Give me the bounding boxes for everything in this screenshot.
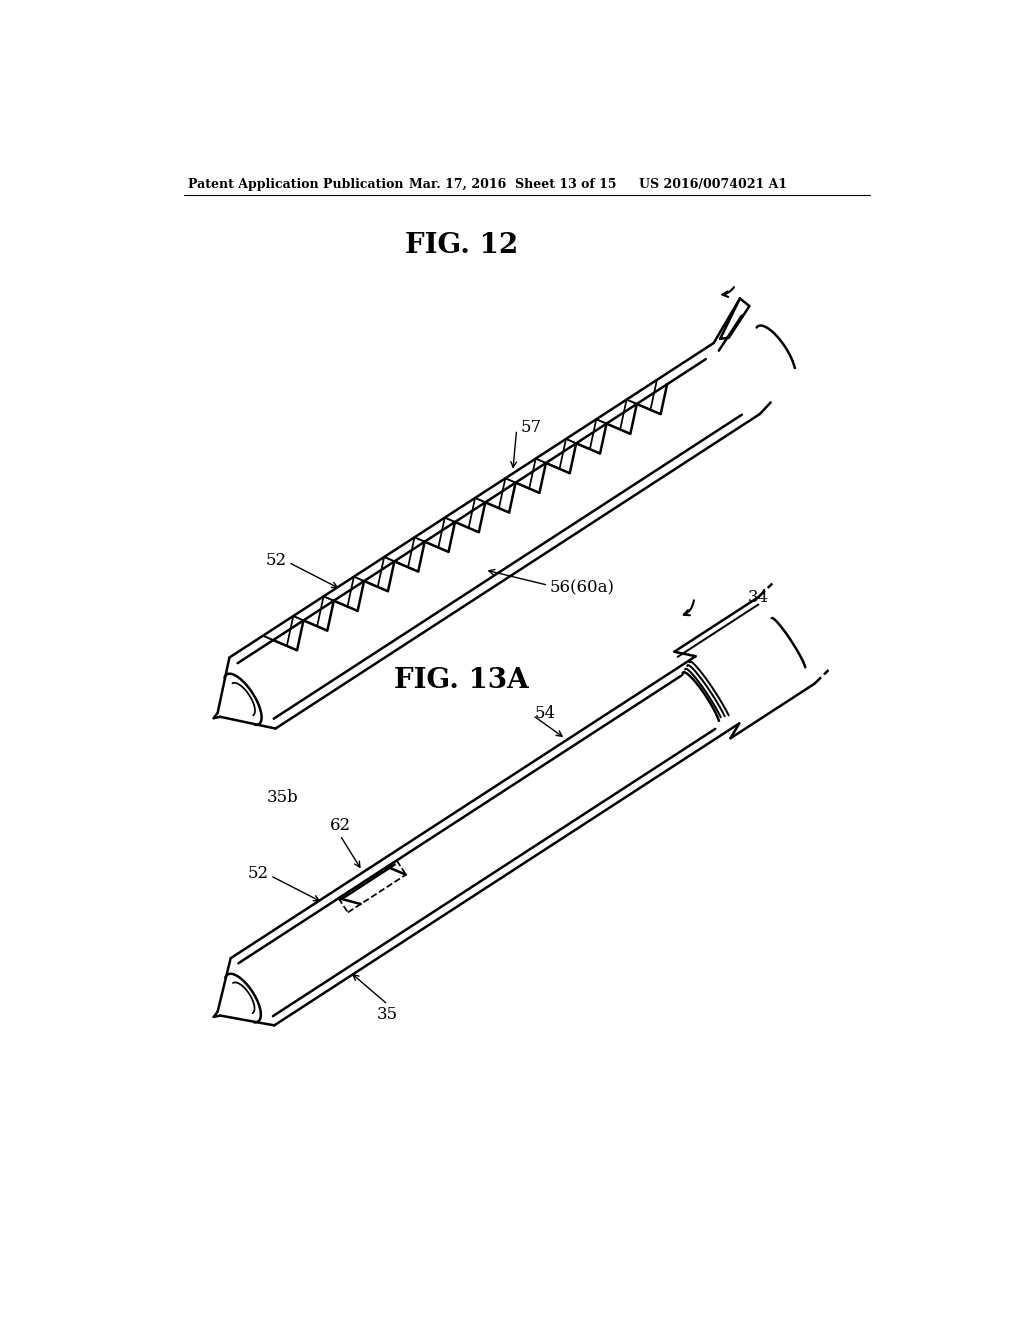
Text: 62: 62 [330, 817, 350, 834]
Text: Mar. 17, 2016  Sheet 13 of 15: Mar. 17, 2016 Sheet 13 of 15 [410, 178, 616, 190]
Text: 34: 34 [749, 589, 769, 606]
Text: 35b: 35b [266, 789, 298, 807]
Text: US 2016/0074021 A1: US 2016/0074021 A1 [639, 178, 786, 190]
Text: FIG. 12: FIG. 12 [406, 231, 518, 259]
Text: 52: 52 [266, 552, 287, 569]
Text: 57: 57 [520, 418, 542, 436]
Text: Patent Application Publication: Patent Application Publication [188, 178, 403, 190]
Text: 56(60a): 56(60a) [550, 579, 614, 597]
Text: 54: 54 [535, 705, 555, 722]
Text: 52: 52 [248, 865, 269, 882]
Text: 35: 35 [377, 1006, 398, 1023]
Text: FIG. 13A: FIG. 13A [394, 667, 529, 693]
